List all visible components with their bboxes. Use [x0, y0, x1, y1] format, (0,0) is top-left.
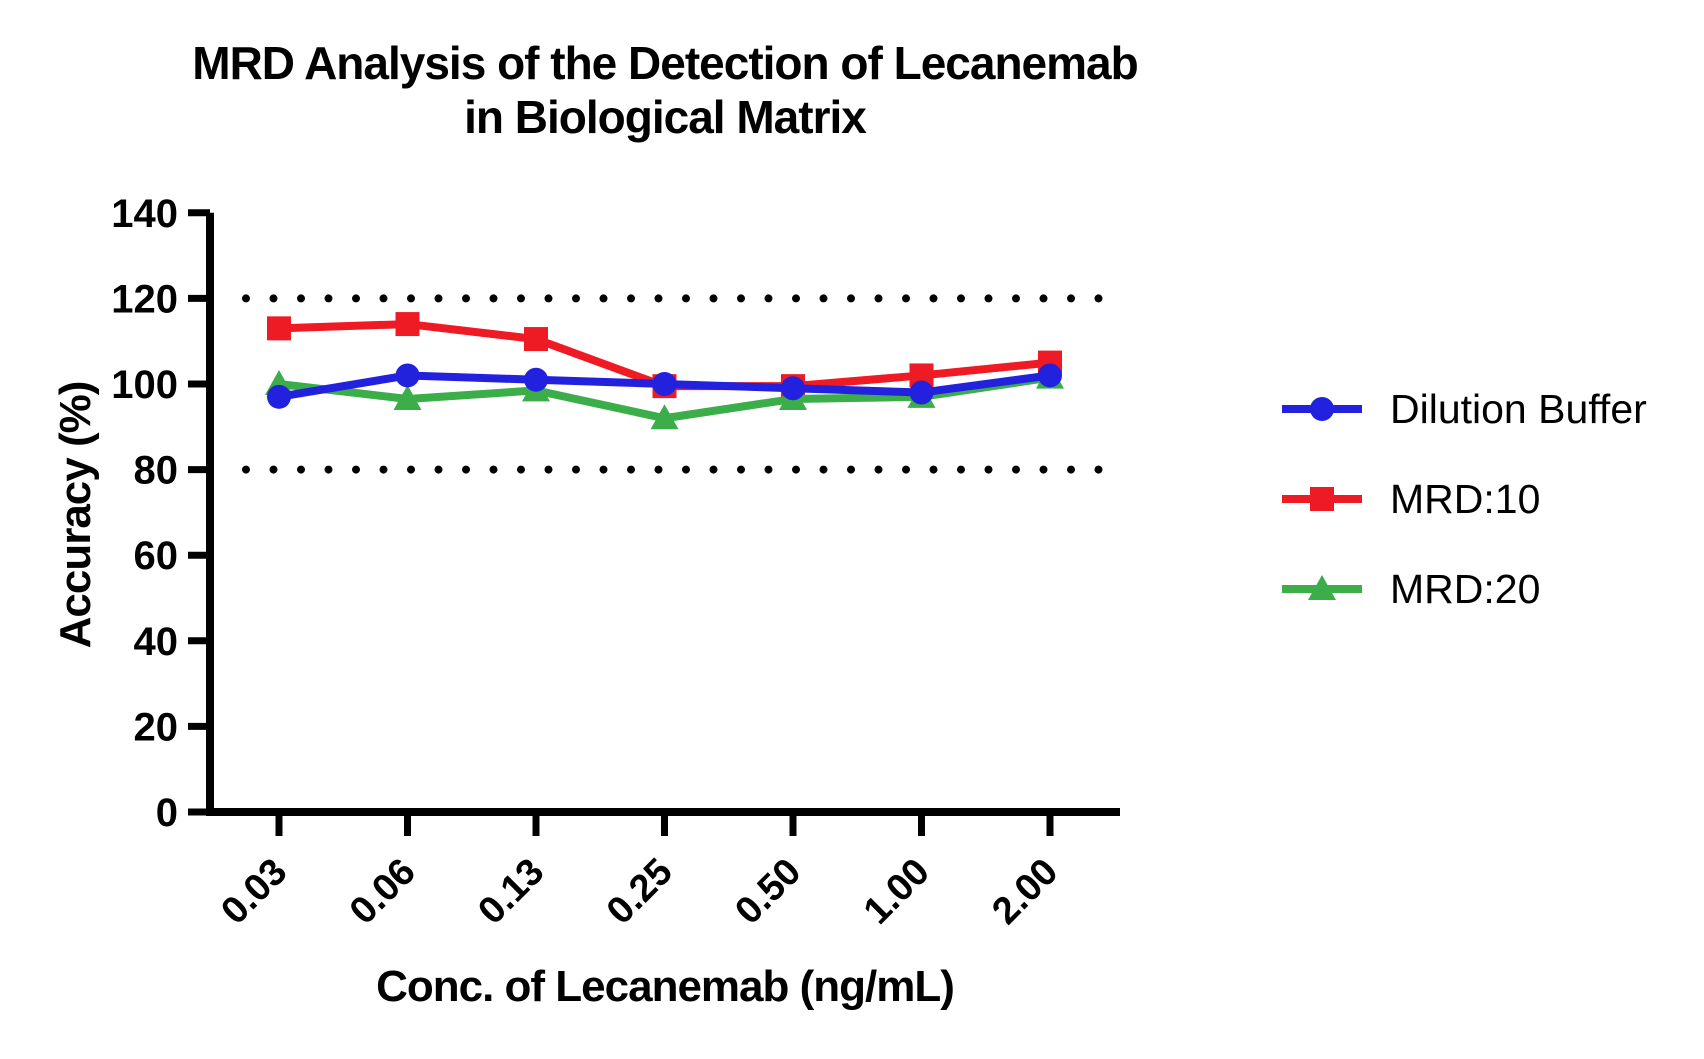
- square-legend-key-icon: [1282, 487, 1362, 511]
- data-point-dilution-buffer: [524, 367, 548, 392]
- y-tick-label: 100: [111, 363, 178, 407]
- chart-title: MRD Analysis of the Detection of Lecanem…: [0, 36, 1330, 145]
- circle-legend-key-icon: [1282, 397, 1362, 421]
- chart-title-line1: MRD Analysis of the Detection of Lecanem…: [192, 37, 1138, 89]
- x-tick-label: 0.13: [470, 851, 552, 933]
- x-tick-label: 2.00: [984, 851, 1066, 933]
- x-tick-label: 0.50: [727, 851, 809, 933]
- data-point-mrd-20: [393, 384, 422, 410]
- legend: Dilution Buffer MRD:10 MRD:20: [1280, 384, 1647, 614]
- legend-label: MRD:10: [1390, 475, 1541, 522]
- data-point-mrd-10: [524, 327, 548, 352]
- legend-item-mrd-20: MRD:20: [1280, 564, 1647, 614]
- y-tick-label: 0: [156, 791, 178, 835]
- y-tick-label: 120: [111, 277, 178, 321]
- y-tick-label: 140: [111, 192, 178, 236]
- data-point-dilution-buffer: [909, 380, 934, 405]
- legend-item-dilution-buffer: Dilution Buffer: [1280, 384, 1647, 434]
- data-point-dilution-buffer: [267, 384, 291, 409]
- legend-marker: [1310, 397, 1334, 421]
- x-tick-label: 0.25: [599, 851, 681, 933]
- y-tick-label: 80: [134, 449, 179, 493]
- legend-label: Dilution Buffer: [1390, 385, 1647, 432]
- legend-marker: [1310, 487, 1334, 511]
- data-point-mrd-10: [267, 316, 291, 341]
- x-axis-title: Conc. of Lecanemab (ng/mL): [376, 962, 955, 1011]
- legend-item-mrd-10: MRD:10: [1280, 474, 1647, 524]
- data-point-dilution-buffer: [395, 363, 420, 388]
- chart-title-line2: in Biological Matrix: [464, 91, 867, 144]
- y-tick-label: 20: [134, 705, 179, 749]
- y-tick-label: 60: [134, 534, 179, 578]
- y-tick-label: 40: [134, 620, 179, 664]
- data-point-mrd-20: [650, 404, 679, 430]
- data-point-dilution-buffer: [781, 376, 805, 401]
- data-point-dilution-buffer: [1038, 363, 1062, 388]
- legend-marker: [1308, 575, 1336, 600]
- x-tick-label: 0.03: [213, 851, 295, 933]
- data-point-mrd-10: [395, 312, 420, 337]
- triangle-legend-key-icon: [1282, 575, 1362, 600]
- data-point-dilution-buffer: [652, 372, 677, 396]
- legend-label: MRD:20: [1390, 565, 1541, 612]
- x-tick-label: 1.00: [856, 851, 938, 933]
- x-tick-label: 0.06: [342, 851, 424, 933]
